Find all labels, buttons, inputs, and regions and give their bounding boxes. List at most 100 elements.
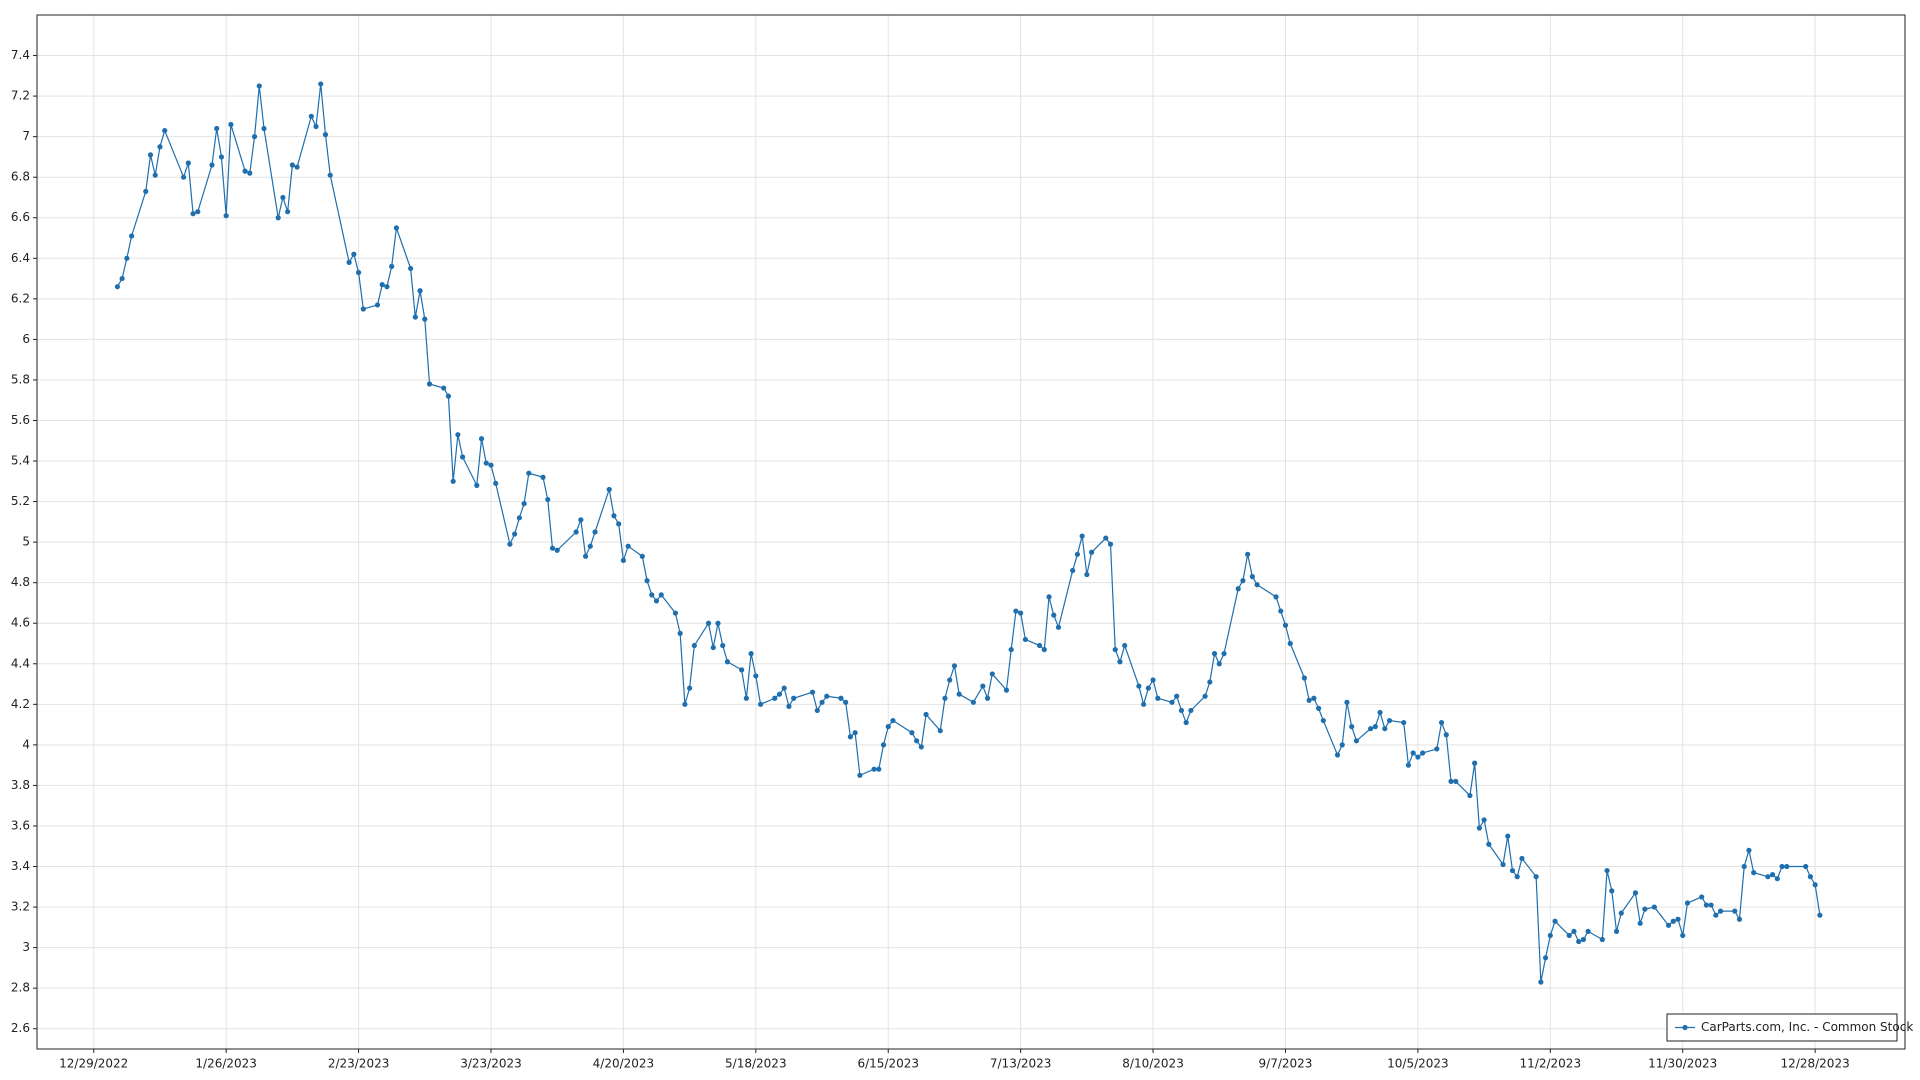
data-point: [351, 251, 357, 257]
data-point: [1420, 750, 1426, 756]
data-point: [1675, 916, 1681, 922]
data-point: [214, 125, 220, 132]
y-tick-label: 4.8: [11, 575, 30, 589]
data-point: [1609, 888, 1615, 894]
data-point: [1202, 693, 1208, 699]
data-point: [1103, 535, 1109, 541]
data-point: [937, 728, 943, 734]
plot-frame: [36, 14, 1906, 1050]
data-point: [1174, 693, 1180, 699]
data-point: [809, 689, 816, 695]
data-point: [460, 454, 466, 460]
data-point: [1245, 551, 1251, 557]
data-point: [554, 547, 560, 553]
data-point: [772, 695, 778, 701]
data-point: [1353, 738, 1360, 744]
data-point: [1585, 928, 1591, 935]
data-point: [1178, 707, 1185, 714]
data-point: [185, 160, 191, 166]
data-point: [1651, 904, 1657, 910]
y-tick-label: 5.4: [11, 454, 30, 468]
legend: CarParts.com, Inc. - Common Stock: [1666, 1013, 1913, 1042]
data-point: [1349, 724, 1355, 730]
data-point: [478, 436, 485, 442]
data-point: [1136, 683, 1142, 689]
data-point: [1505, 833, 1511, 839]
data-point: [871, 766, 877, 772]
data-point: [1642, 906, 1648, 912]
data-point: [923, 711, 929, 718]
data-point: [1036, 642, 1043, 649]
data-point: [1807, 874, 1814, 880]
x-tick-label: 7/13/2023: [990, 1057, 1052, 1071]
data-point: [493, 480, 499, 486]
data-point: [1221, 651, 1227, 657]
data-point: [781, 685, 787, 691]
data-point: [1368, 726, 1374, 732]
data-point: [582, 553, 589, 559]
data-point: [384, 284, 390, 290]
data-point: [128, 233, 135, 239]
data-point: [616, 521, 622, 527]
y-tick-label: 4.6: [11, 616, 30, 630]
data-point: [1112, 646, 1118, 653]
x-tick-label: 9/7/2023: [1259, 1057, 1313, 1071]
data-point: [914, 738, 920, 744]
data-point: [1074, 551, 1081, 557]
data-point: [119, 275, 125, 282]
data-point: [1122, 642, 1128, 649]
data-point: [606, 486, 612, 493]
data-point: [1680, 932, 1686, 939]
data-point: [1817, 912, 1823, 918]
data-point: [417, 288, 423, 294]
data-point: [1183, 719, 1189, 726]
data-point: [1765, 874, 1771, 880]
data-point: [947, 677, 953, 683]
data-point: [1500, 861, 1506, 868]
data-point: [587, 543, 593, 549]
data-point: [218, 154, 225, 160]
data-point: [1538, 979, 1544, 985]
data-point: [374, 302, 381, 308]
data-point: [1041, 646, 1047, 653]
data-point: [1453, 778, 1459, 784]
data-point: [1008, 646, 1014, 653]
data-point: [1410, 750, 1416, 756]
data-point: [209, 162, 215, 168]
data-point: [1372, 724, 1378, 730]
data-point: [549, 545, 556, 551]
data-point: [1211, 651, 1218, 657]
data-point: [143, 188, 149, 194]
data-point: [1746, 847, 1752, 853]
data-point: [1188, 707, 1194, 714]
data-point: [1377, 709, 1383, 716]
data-point: [1552, 918, 1558, 924]
data-point: [1055, 624, 1062, 630]
data-point: [1717, 908, 1724, 914]
data-point: [1599, 936, 1605, 943]
data-point: [1278, 608, 1284, 614]
x-tick-label: 6/15/2023: [857, 1057, 919, 1071]
data-point: [1703, 902, 1709, 908]
data-point: [1774, 876, 1780, 882]
data-point: [1315, 705, 1322, 711]
data-point: [488, 462, 494, 468]
data-point: [275, 215, 281, 221]
series-line: [116, 83, 1821, 983]
y-tick-label: 5.8: [11, 372, 30, 386]
data-point: [474, 482, 480, 488]
data-point: [1741, 863, 1747, 870]
data-point: [190, 211, 196, 217]
data-point: [876, 766, 882, 772]
y-tick-label: 6.2: [11, 291, 30, 305]
data-point: [162, 127, 168, 134]
y-tick-label: 2.6: [11, 1021, 30, 1035]
data-point: [1003, 687, 1010, 693]
data-point: [1254, 582, 1260, 588]
data-point: [625, 543, 631, 549]
data-point: [327, 172, 333, 178]
data-point: [1812, 882, 1818, 888]
data-point: [1216, 661, 1222, 667]
data-point: [1018, 610, 1024, 616]
data-point: [743, 695, 749, 701]
